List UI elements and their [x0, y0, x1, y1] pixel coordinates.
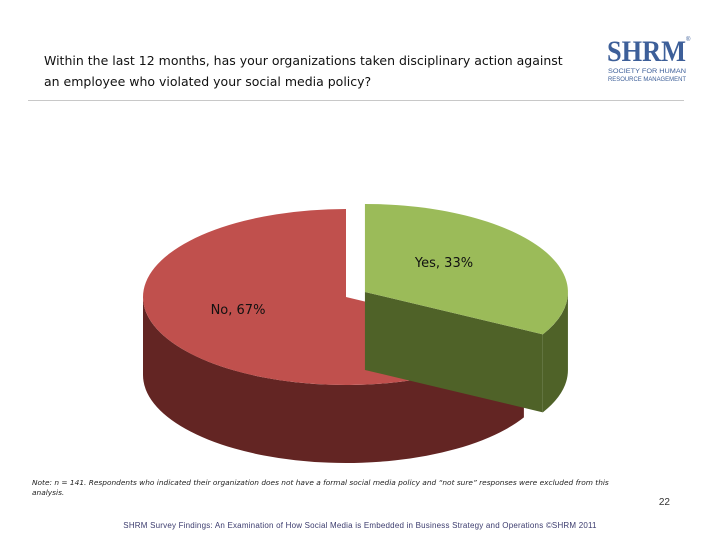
logo-wordmark: SHRM [607, 35, 686, 68]
data-label-no: No, 67% [211, 303, 266, 318]
page-number: 22 [658, 497, 670, 508]
slice-yes-top [364, 203, 568, 335]
slice-yes-side [542, 291, 568, 413]
logo-tagline-line-1: SOCIETY FOR HUMAN [608, 68, 686, 75]
logo-tagline-line-2: RESOURCE MANAGEMENT [608, 76, 686, 83]
slice-yes [364, 203, 568, 413]
page-footer: SHRM Survey Findings: An Examination of … [123, 521, 597, 530]
title-line-2: an employee who violated your social med… [44, 74, 372, 89]
pie-layer [142, 203, 568, 464]
header-divider [28, 100, 684, 101]
chart-footnote: Note: n = 141. Respondents who indicated… [32, 478, 609, 497]
shrm-logo: SHRM ® SOCIETY FOR HUMAN RESOURCE MANAGE… [607, 35, 691, 83]
slice-no-side [143, 297, 524, 464]
logo-registered-mark: ® [686, 36, 691, 43]
page-title: Within the last 12 months, has your orga… [44, 50, 589, 92]
data-label-yes: Yes, 33% [414, 256, 473, 271]
title-line-1: Within the last 12 months, has your orga… [44, 53, 563, 68]
slice-yes-wall-2 [364, 291, 543, 413]
